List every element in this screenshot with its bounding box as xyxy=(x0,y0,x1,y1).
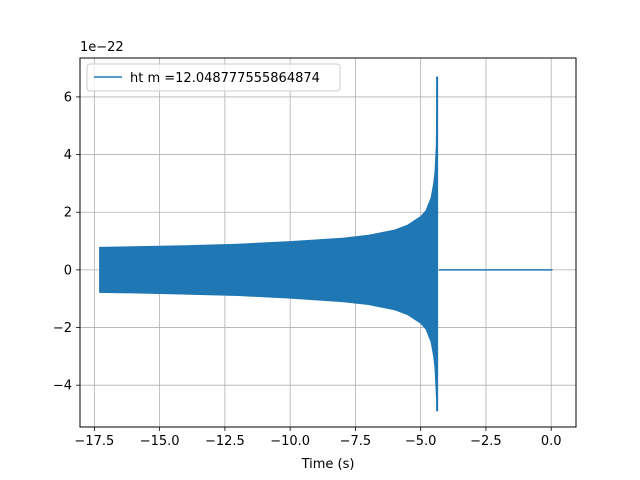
x-tick-label: −5.0 xyxy=(405,434,437,449)
axes-frame xyxy=(79,57,577,428)
axis-ticks: −17.5 −15.0 −12.5 −10.0 −7.5 −5.0 −2.5 0.0 −4 −2 0… xyxy=(53,90,562,449)
x-tick-label: −15.0 xyxy=(140,434,180,449)
x-axis-label: Time (s) xyxy=(301,457,355,472)
plot-area xyxy=(99,76,553,412)
y-offset-label: 1e−22 xyxy=(80,40,124,55)
x-tick-label: −10.0 xyxy=(270,434,310,449)
y-tick-label: 4 xyxy=(64,148,72,163)
y-tick-label: −2 xyxy=(53,321,72,336)
y-tick-label: 0 xyxy=(64,263,72,278)
legend: ht m =12.048777555864874 xyxy=(86,63,341,92)
x-tick-label: −17.5 xyxy=(74,434,114,449)
x-tick-label: −12.5 xyxy=(205,434,245,449)
x-tick-label: −7.5 xyxy=(340,434,372,449)
x-tick-label: −2.5 xyxy=(470,434,502,449)
y-tick-label: 6 xyxy=(64,90,72,105)
y-tick-label: −4 xyxy=(53,379,72,394)
x-tick-label: 0.0 xyxy=(541,434,562,449)
y-tick-label: 2 xyxy=(64,206,72,221)
legend-box xyxy=(86,63,341,92)
legend-label: ht m =12.048777555864874 xyxy=(130,71,320,86)
